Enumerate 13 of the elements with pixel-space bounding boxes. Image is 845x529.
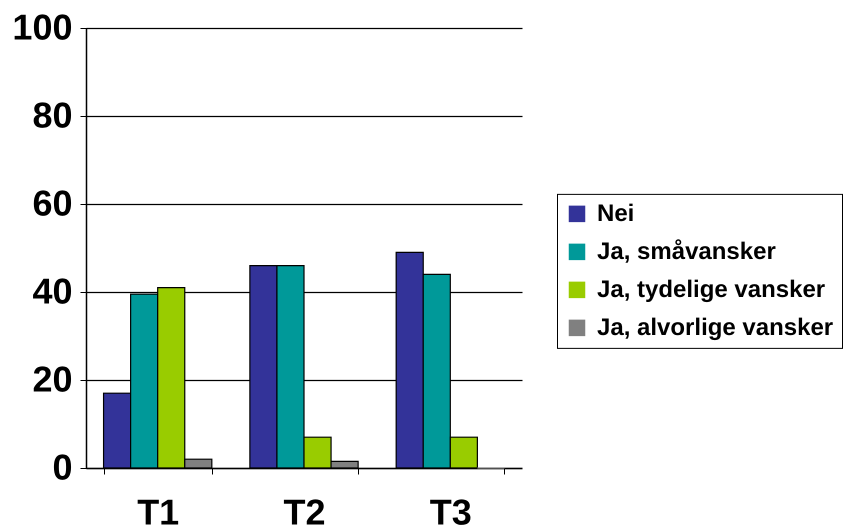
- y-tick-label: 80: [32, 94, 72, 136]
- legend-label: Ja, småvansker: [597, 238, 776, 265]
- y-tick-label: 0: [52, 446, 72, 488]
- legend-label: Ja, alvorlige vansker: [597, 314, 834, 341]
- y-tick-label: 60: [32, 182, 72, 224]
- x-tick-label: T1: [137, 492, 180, 529]
- y-tick-label: 20: [32, 358, 72, 400]
- x-tick-label: T2: [283, 492, 326, 529]
- y-tick-label: 40: [32, 270, 72, 312]
- x-tick-label: T3: [430, 492, 472, 529]
- legend-label: Nei: [597, 200, 634, 227]
- legend-label: Ja, tydelige vansker: [597, 276, 826, 303]
- y-tick-label: 100: [12, 6, 72, 48]
